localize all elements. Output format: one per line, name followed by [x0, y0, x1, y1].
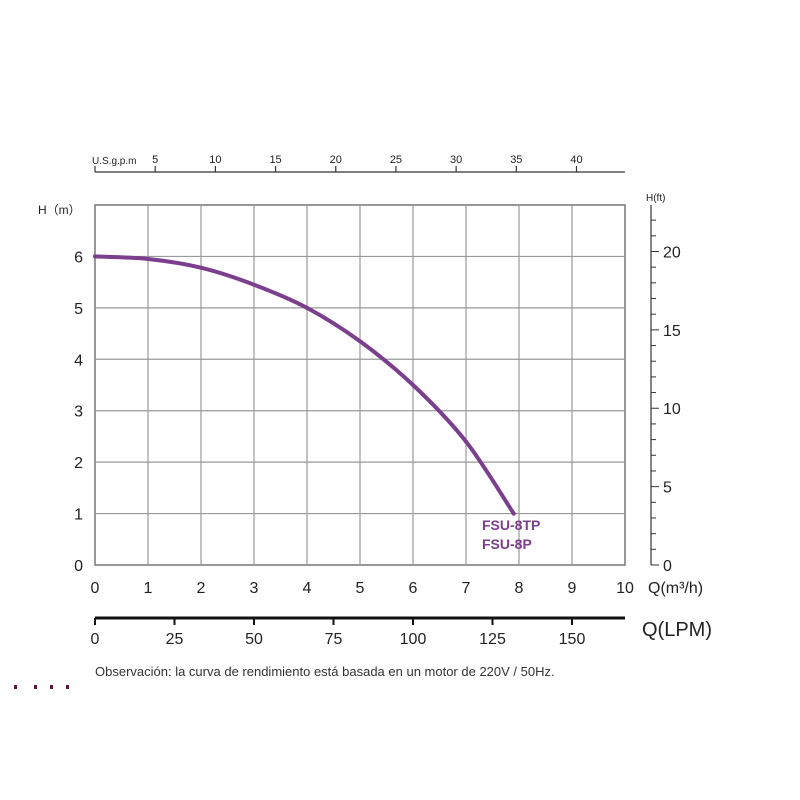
x-tick-label: 4 — [303, 580, 312, 597]
x-tick-label: 9 — [568, 580, 577, 597]
series-point — [464, 439, 468, 444]
lpm-tick-label: 0 — [91, 631, 100, 648]
y-tick-label: 2 — [74, 455, 83, 472]
series-line-fsu — [93, 254, 516, 516]
lpm-tick-label: 75 — [325, 631, 343, 648]
series-point — [252, 282, 256, 287]
right-tick-label: 20 — [663, 244, 681, 261]
y-tick-label: 1 — [74, 507, 83, 524]
series-point — [93, 254, 97, 259]
decorative-marks — [14, 685, 74, 689]
left-axis-m: 0 1 2 3 4 5 6 H（m） — [38, 203, 83, 575]
series-point — [411, 383, 415, 387]
x-tick-label: 3 — [250, 580, 259, 597]
lpm-tick-label: 25 — [166, 631, 184, 648]
right-axis-label: H(ft) — [646, 193, 665, 204]
y-tick-label: 6 — [74, 249, 83, 266]
lpm-axis-label: Q(LPM) — [642, 619, 712, 641]
y-axis-label: H（m） — [38, 203, 81, 217]
x-tick-label: 5 — [356, 580, 365, 597]
series-point — [146, 257, 150, 261]
series-point — [358, 339, 362, 344]
top-axis-label: U.S.g.p.m — [92, 156, 136, 167]
right-axis-ft: H(ft) 0 5 10 15 20 — [646, 193, 681, 575]
x-axis-label: Q(m³/h) — [648, 580, 703, 597]
x-tick-label: 1 — [144, 580, 153, 597]
top-tick-label: 30 — [450, 154, 462, 166]
series-point — [305, 305, 309, 310]
right-tick-label: 10 — [663, 401, 681, 418]
x-tick-label: 8 — [515, 580, 524, 597]
top-tick-label: 40 — [570, 154, 582, 166]
y-tick-label: 3 — [74, 404, 83, 421]
series-layer: FSU-8TP FSU-8P — [93, 254, 540, 552]
right-tick-label: 15 — [663, 323, 681, 340]
lpm-tick-label: 125 — [479, 631, 506, 648]
x-tick-label: 2 — [197, 580, 206, 597]
grid — [94, 204, 626, 566]
x-tick-label: 6 — [409, 580, 418, 597]
top-tick-label: 20 — [330, 154, 342, 166]
right-tick-label: 5 — [663, 480, 672, 497]
x-tick-label: 7 — [462, 580, 471, 597]
y-tick-label: 0 — [74, 558, 83, 575]
series-point — [199, 265, 203, 270]
lpm-tick-label: 100 — [400, 631, 427, 648]
y-tick-label: 4 — [74, 352, 83, 369]
series-label-fsu-8p: FSU-8P — [482, 536, 532, 552]
series-label-fsu-8tp: FSU-8TP — [482, 517, 540, 533]
right-tick-label: 0 — [663, 558, 672, 575]
x-tick-label: 10 — [616, 580, 634, 597]
bottom-axis-m3h: 0 1 2 3 4 5 6 7 8 9 10 Q(m³/h) — [91, 580, 704, 597]
bottom-axis-lpm: 0 25 50 75 100 125 150 Q(LPM) — [91, 616, 712, 648]
lpm-tick-label: 50 — [245, 631, 263, 648]
top-tick-label: 35 — [510, 154, 522, 166]
top-axis-usgpm: U.S.g.p.m 5 10 15 20 25 30 35 40 — [92, 154, 625, 173]
top-tick-label: 5 — [152, 154, 158, 166]
top-tick-label: 25 — [390, 154, 402, 166]
top-tick-label: 10 — [209, 154, 221, 166]
footnote: Observación: la curva de rendimiento est… — [95, 664, 555, 679]
series-point — [511, 511, 516, 516]
top-tick-label: 15 — [269, 154, 281, 166]
lpm-tick-label: 150 — [559, 631, 586, 648]
x-tick-label: 0 — [91, 580, 100, 597]
y-tick-label: 5 — [74, 301, 83, 318]
